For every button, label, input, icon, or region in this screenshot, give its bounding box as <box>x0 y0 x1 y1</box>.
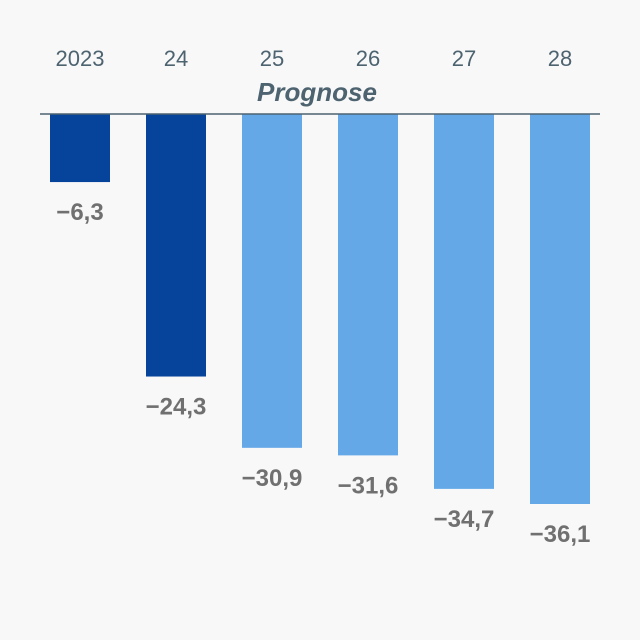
forecast-label: Prognose <box>257 77 377 107</box>
category-label-27: 27 <box>452 46 476 71</box>
bar-25 <box>242 114 302 448</box>
bar-2023 <box>50 114 110 183</box>
value-label-27: −34,7 <box>434 506 495 533</box>
category-label-2023: 2023 <box>56 46 105 71</box>
value-labels: −6,3 −24,3 −30,9 −31,6 −34,7 −36,1 <box>56 199 590 548</box>
value-label-24: −24,3 <box>146 394 207 421</box>
value-label-28: −36,1 <box>530 521 591 548</box>
bar-27 <box>434 114 494 489</box>
category-label-26: 26 <box>356 46 380 71</box>
category-labels: 2023 24 25 26 27 28 <box>56 46 573 71</box>
bar-26 <box>338 114 398 456</box>
bar-28 <box>530 114 590 504</box>
category-label-24: 24 <box>164 46 188 71</box>
category-label-25: 25 <box>260 46 284 71</box>
bar-24 <box>146 114 206 377</box>
bars-layer <box>50 114 590 504</box>
value-label-26: −31,6 <box>338 472 399 499</box>
value-label-25: −30,9 <box>242 465 303 492</box>
category-label-28: 28 <box>548 46 572 71</box>
value-label-2023: −6,3 <box>56 199 103 226</box>
